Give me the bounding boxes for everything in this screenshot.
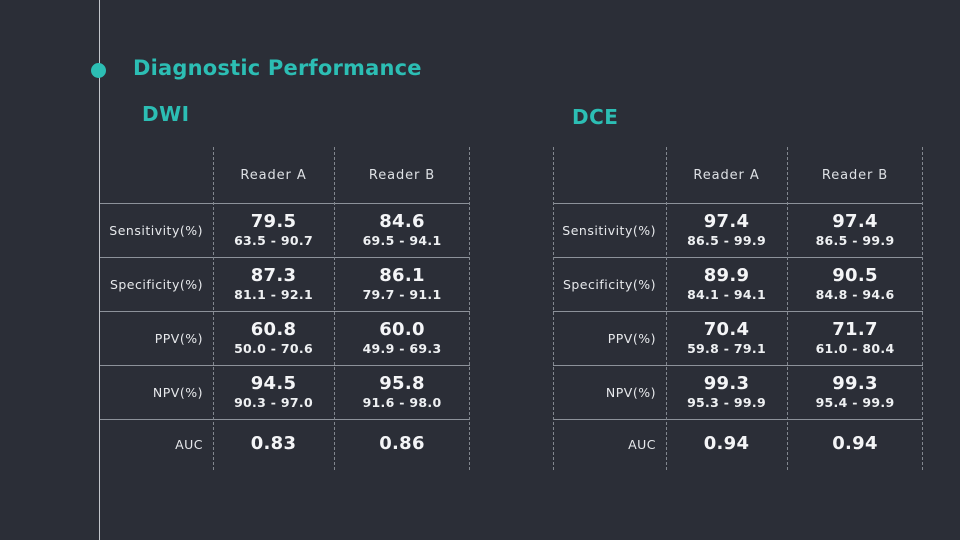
value-ci: 95.4 - 99.9 [815, 395, 895, 411]
value-main: 0.94 [832, 433, 878, 455]
row-label: Specificity(%) [109, 276, 203, 292]
value-main: 97.4 [832, 210, 878, 232]
value-main: 79.5 [250, 210, 297, 232]
column-header: Reader B [368, 167, 436, 183]
value-main: 86.1 [379, 264, 425, 286]
value-cell: 90.5 84.8 - 94.6 [787, 257, 923, 311]
value-ci: 86.5 - 99.9 [815, 233, 895, 249]
value-main: 90.5 [832, 264, 878, 286]
value-cell: 60.8 50.0 - 70.6 [213, 311, 334, 365]
dce-heading: DCE [572, 105, 619, 129]
column-header: Reader B [821, 167, 889, 183]
column-divider [213, 147, 214, 470]
row-label: Sensitivity(%) [109, 222, 203, 238]
value-ci: 84.8 - 94.6 [815, 287, 895, 303]
value-cell: 71.7 61.0 - 80.4 [787, 311, 923, 365]
value-main: 0.83 [250, 433, 297, 455]
value-main: 94.5 [250, 372, 297, 394]
value-ci: 91.6 - 98.0 [362, 395, 442, 411]
dwi-table: Reader A Reader B Sensitivity(%) 79.5 63.5 -… [100, 147, 470, 470]
table-corner-cell [553, 147, 666, 203]
value-main: 97.4 [703, 210, 750, 232]
row-label: AUC [628, 437, 656, 452]
value-main: 71.7 [832, 318, 878, 340]
row-label: AUC [175, 437, 203, 452]
row-divider [553, 365, 923, 366]
row-divider [553, 311, 923, 312]
row-divider [100, 311, 470, 312]
value-main: 0.86 [379, 433, 425, 455]
row-label: PPV(%) [607, 330, 656, 346]
row-label: Sensitivity(%) [562, 222, 656, 238]
value-ci: 79.7 - 91.1 [362, 287, 442, 303]
dwi-heading: DWI [142, 102, 190, 126]
table-corner-cell [100, 147, 213, 203]
value-cell: 99.3 95.3 - 99.9 [666, 365, 787, 419]
row-divider [553, 257, 923, 258]
value-main: 0.94 [703, 433, 750, 455]
value-main: 99.3 [703, 372, 750, 394]
value-ci: 63.5 - 90.7 [234, 233, 313, 249]
value-main: 99.3 [832, 372, 878, 394]
value-cell: 84.6 69.5 - 94.1 [334, 203, 470, 257]
row-divider [100, 203, 470, 204]
value-cell: 70.4 59.8 - 79.1 [666, 311, 787, 365]
value-ci: 50.0 - 70.6 [234, 341, 313, 357]
row-label: PPV(%) [154, 330, 203, 346]
dce-table: Reader A Reader B Sensitivity(%) 97.4 86.5 -… [553, 147, 923, 470]
value-main: 84.6 [379, 210, 425, 232]
value-ci: 86.5 - 99.9 [687, 233, 766, 249]
value-cell: 86.1 79.7 - 91.1 [334, 257, 470, 311]
row-divider [553, 203, 923, 204]
value-cell: 87.3 81.1 - 92.1 [213, 257, 334, 311]
value-ci: 59.8 - 79.1 [687, 341, 766, 357]
column-divider [666, 147, 667, 470]
value-ci: 90.3 - 97.0 [234, 395, 313, 411]
value-main: 95.8 [379, 372, 425, 394]
value-cell: 0.94 [666, 419, 787, 470]
value-cell: 89.9 84.1 - 94.1 [666, 257, 787, 311]
row-divider [100, 365, 470, 366]
dwi-table-grid: Reader A Reader B Sensitivity(%) 79.5 63.5 -… [100, 147, 470, 470]
value-ci: 61.0 - 80.4 [815, 341, 895, 357]
column-header: Reader A [240, 167, 307, 183]
row-label: Specificity(%) [562, 276, 656, 292]
dce-table-grid: Reader A Reader B Sensitivity(%) 97.4 86.5 -… [553, 147, 923, 470]
bullet-point-icon [91, 63, 106, 78]
value-cell: 94.5 90.3 - 97.0 [213, 365, 334, 419]
value-cell: 79.5 63.5 - 90.7 [213, 203, 334, 257]
value-cell: 0.83 [213, 419, 334, 470]
slide-title: Diagnostic Performance [133, 56, 422, 80]
value-main: 87.3 [250, 264, 297, 286]
value-ci: 69.5 - 94.1 [362, 233, 442, 249]
value-main: 70.4 [703, 318, 750, 340]
value-ci: 49.9 - 69.3 [362, 341, 442, 357]
value-cell: 0.86 [334, 419, 470, 470]
value-ci: 95.3 - 99.9 [687, 395, 766, 411]
column-divider [922, 147, 923, 470]
value-main: 60.8 [250, 318, 297, 340]
vertical-guide-line [99, 0, 100, 540]
value-main: 89.9 [703, 264, 750, 286]
value-cell: 97.4 86.5 - 99.9 [787, 203, 923, 257]
row-label: NPV(%) [605, 384, 656, 400]
column-divider [553, 147, 554, 470]
column-header: Reader A [693, 167, 760, 183]
value-ci: 81.1 - 92.1 [234, 287, 313, 303]
row-divider [100, 419, 470, 420]
value-cell: 0.94 [787, 419, 923, 470]
value-cell: 99.3 95.4 - 99.9 [787, 365, 923, 419]
column-divider [334, 147, 335, 470]
row-divider [553, 419, 923, 420]
value-cell: 60.0 49.9 - 69.3 [334, 311, 470, 365]
value-cell: 97.4 86.5 - 99.9 [666, 203, 787, 257]
column-divider [469, 147, 470, 470]
value-main: 60.0 [379, 318, 425, 340]
row-divider [100, 257, 470, 258]
value-ci: 84.1 - 94.1 [687, 287, 766, 303]
column-divider [787, 147, 788, 470]
row-label: NPV(%) [152, 384, 203, 400]
value-cell: 95.8 91.6 - 98.0 [334, 365, 470, 419]
